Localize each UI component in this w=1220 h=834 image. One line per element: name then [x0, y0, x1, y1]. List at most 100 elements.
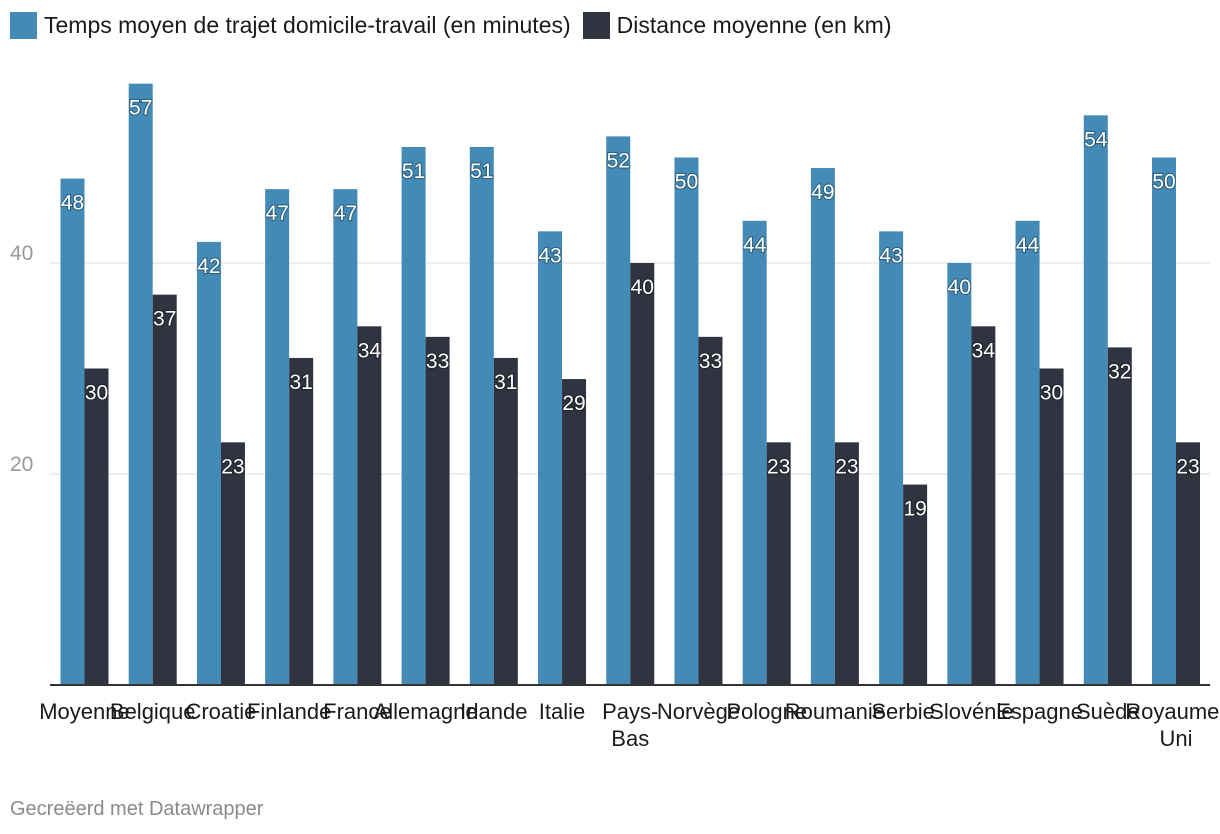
y-tick-label-20: 20 — [10, 453, 33, 476]
x-tick-label-11: Roumanie — [785, 699, 885, 724]
bar-distance-16[interactable] — [1176, 442, 1200, 685]
x-tick-label-line: France — [323, 699, 391, 724]
bar-temps-6[interactable] — [469, 146, 494, 685]
bar-temps-10[interactable] — [742, 220, 767, 686]
value-label-distance-3: 31 — [289, 371, 312, 394]
x-tick-label-line: Slovénie — [929, 699, 1013, 724]
bar-temps-1[interactable] — [128, 83, 153, 685]
value-label-temps-9: 50 — [675, 171, 698, 194]
bar-distance-8[interactable] — [630, 263, 655, 685]
bar-temps-2[interactable] — [196, 241, 221, 685]
bar-distance-11[interactable] — [834, 442, 859, 685]
x-tick-label-line: Belgique — [110, 699, 196, 724]
bar-temps-13[interactable] — [947, 263, 972, 685]
value-label-temps-6: 51 — [470, 160, 493, 183]
legend-item-distance[interactable]: Distance moyenne (en km) — [582, 12, 892, 39]
value-label-distance-16: 23 — [1176, 455, 1199, 478]
x-tick-label-6: Irlande — [460, 699, 527, 724]
bar-temps-7[interactable] — [538, 231, 563, 685]
value-label-temps-8: 52 — [607, 149, 630, 172]
bar-temps-9[interactable] — [674, 157, 699, 686]
value-label-distance-4: 34 — [358, 339, 382, 362]
chart-legend: Temps moyen de trajet domicile-travail (… — [10, 12, 904, 39]
x-tick-label-line: Royaume- — [1125, 699, 1220, 724]
x-tick-label-line: Pologne — [726, 699, 807, 724]
x-tick-label-line: Italie — [539, 699, 585, 724]
value-label-temps-15: 54 — [1084, 128, 1108, 151]
value-label-distance-15: 32 — [1108, 360, 1131, 383]
bar-temps-3[interactable] — [265, 189, 290, 685]
bar-distance-7[interactable] — [562, 379, 587, 685]
bar-distance-15[interactable] — [1107, 347, 1132, 685]
value-label-distance-11: 23 — [835, 455, 858, 478]
x-tick-label-line: Croatie — [185, 699, 256, 724]
x-tick-label-line: Suède — [1076, 699, 1140, 724]
value-label-temps-5: 51 — [402, 160, 425, 183]
value-label-distance-7: 29 — [562, 392, 585, 415]
bar-distance-1[interactable] — [152, 294, 177, 685]
value-label-distance-1: 37 — [153, 308, 176, 331]
value-label-temps-7: 43 — [538, 244, 561, 267]
bar-distance-13[interactable] — [971, 326, 996, 685]
bar-temps-8[interactable] — [606, 136, 631, 685]
x-tick-label-line: Finlande — [247, 699, 331, 724]
legend-swatch-distance — [582, 12, 610, 39]
bar-distance-2[interactable] — [220, 442, 245, 685]
bar-temps-15[interactable] — [1083, 115, 1108, 686]
x-tick-label-14: Espagne — [996, 699, 1083, 724]
value-label-distance-0: 30 — [85, 382, 108, 405]
value-label-distance-12: 19 — [903, 498, 926, 521]
value-label-distance-14: 30 — [1040, 382, 1063, 405]
bar-temps-16[interactable] — [1152, 157, 1176, 686]
bar-distance-0[interactable] — [84, 368, 109, 686]
x-tick-label-line: Allemagne — [374, 699, 478, 724]
bar-distance-5[interactable] — [425, 336, 450, 685]
value-label-distance-2: 23 — [221, 455, 244, 478]
x-tick-label-4: France — [323, 699, 391, 724]
x-tick-label-line: Moyenne — [39, 699, 130, 724]
bar-temps-12[interactable] — [879, 231, 904, 685]
bar-distance-6[interactable] — [493, 357, 518, 685]
value-label-distance-9: 33 — [699, 350, 722, 373]
value-label-temps-10: 44 — [743, 234, 767, 257]
x-tick-label-line: Norvège — [657, 699, 740, 724]
footer-credit: Gecreëerd met Datawrapper — [10, 798, 264, 820]
value-label-distance-10: 23 — [767, 455, 790, 478]
legend-swatch-temps — [10, 12, 37, 39]
x-tick-label-0: Moyenne — [39, 699, 130, 724]
bar-distance-14[interactable] — [1039, 368, 1064, 686]
legend-label-temps: Temps moyen de trajet domicile-travail (… — [44, 12, 571, 38]
value-label-temps-11: 49 — [811, 181, 834, 204]
x-tick-label-9: Norvège — [657, 699, 740, 724]
y-tick-label-40: 40 — [10, 242, 33, 265]
value-label-distance-6: 31 — [494, 371, 517, 394]
bar-distance-4[interactable] — [357, 326, 382, 685]
x-tick-label-8: Pays-Bas — [602, 699, 658, 751]
x-tick-label-line: Espagne — [996, 699, 1083, 724]
value-label-temps-4: 47 — [334, 202, 357, 225]
legend-item-temps[interactable]: Temps moyen de trajet domicile-travail (… — [10, 12, 571, 39]
x-tick-label-line: Irlande — [460, 699, 527, 724]
x-tick-label-line: Roumanie — [785, 699, 885, 724]
bar-temps-0[interactable] — [60, 178, 85, 685]
bar-distance-12[interactable] — [903, 484, 928, 685]
x-tick-label-line: Serbie — [871, 699, 935, 724]
value-label-temps-1: 57 — [129, 97, 152, 120]
bar-temps-5[interactable] — [401, 146, 426, 685]
x-tick-label-line: Bas — [611, 726, 649, 751]
x-tick-label-2: Croatie — [185, 699, 256, 724]
value-label-distance-5: 33 — [426, 350, 449, 373]
bar-temps-14[interactable] — [1015, 220, 1040, 686]
x-tick-label-1: Belgique — [110, 699, 196, 724]
value-label-distance-13: 34 — [972, 339, 996, 362]
x-tick-label-16: Royaume-Uni — [1125, 699, 1220, 751]
bar-temps-11[interactable] — [810, 168, 835, 686]
x-tick-label-12: Serbie — [871, 699, 935, 724]
value-label-temps-2: 42 — [197, 255, 220, 278]
bar-temps-4[interactable] — [333, 189, 358, 685]
bar-distance-10[interactable] — [766, 442, 791, 685]
bar-distance-9[interactable] — [698, 336, 723, 685]
x-tick-label-10: Pologne — [726, 699, 807, 724]
bar-distance-3[interactable] — [289, 357, 314, 685]
